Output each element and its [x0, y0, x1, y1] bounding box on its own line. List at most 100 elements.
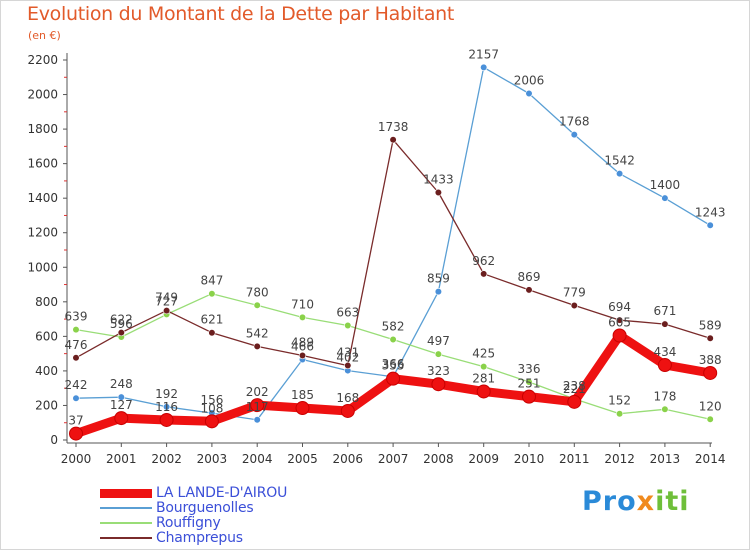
data-point-bourguenolles [253, 416, 261, 424]
data-label-rouffigny: 178 [653, 389, 676, 403]
legend-swatch-rouffigny [100, 522, 152, 524]
x-tick-label: 2012 [604, 452, 635, 466]
data-label-champrepus: 431 [336, 346, 359, 360]
data-label-rouffigny: 152 [608, 394, 631, 408]
data-label-champrepus: 1738 [378, 120, 409, 134]
data-label-la-lande-d-airou: 388 [699, 353, 722, 367]
data-label-la-lande-d-airou: 202 [246, 385, 269, 399]
data-label-la-lande-d-airou: 127 [110, 398, 133, 412]
x-tick-label: 2005 [287, 452, 318, 466]
data-label-rouffigny: 120 [699, 399, 722, 413]
data-point-champrepus [706, 334, 714, 342]
logo-part-x: x [636, 486, 656, 517]
data-point-champrepus [253, 342, 261, 350]
y-tick-label: 800 [35, 295, 58, 309]
data-point-champrepus [389, 136, 397, 144]
data-point-champrepus [480, 270, 488, 278]
y-tick-label: 1400 [27, 191, 58, 205]
data-point-bourguenolles [661, 194, 669, 202]
data-label-champrepus: 489 [291, 336, 314, 350]
legend-label-la-lande-d-airou: LA LANDE-D'AIROU [156, 485, 288, 501]
data-label-la-lande-d-airou: 434 [653, 345, 676, 359]
x-tick-label: 2002 [151, 452, 182, 466]
data-point-la-lande-d-airou [657, 358, 672, 373]
data-label-bourguenolles: 1768 [559, 115, 590, 129]
data-label-rouffigny: 596 [110, 317, 133, 331]
data-point-la-lande-d-airou [386, 371, 401, 386]
data-label-bourguenolles: 859 [427, 272, 450, 286]
data-point-champrepus [344, 361, 352, 370]
data-label-bourguenolles: 242 [65, 378, 88, 392]
data-label-bourguenolles: 2157 [468, 47, 499, 61]
data-label-bourguenolles: 402 [336, 351, 359, 365]
data-point-rouffigny [661, 405, 669, 413]
data-point-rouffigny [615, 410, 624, 418]
data-label-rouffigny: 425 [472, 347, 495, 361]
data-label-champrepus: 621 [200, 313, 223, 327]
data-point-rouffigny [344, 321, 352, 330]
data-label-rouffigny: 780 [246, 285, 269, 299]
data-label-champrepus: 671 [653, 304, 676, 318]
data-point-rouffigny [298, 313, 307, 321]
data-point-rouffigny [208, 290, 216, 298]
y-tick-label: 0 [50, 433, 58, 447]
x-tick-label: 2010 [514, 452, 545, 466]
data-point-champrepus [615, 316, 624, 324]
data-point-la-lande-d-airou [703, 365, 718, 380]
x-tick-label: 2001 [106, 452, 137, 466]
y-tick-label: 2200 [27, 53, 58, 67]
x-tick-label: 2008 [423, 452, 454, 466]
x-tick-label: 2000 [61, 452, 92, 466]
data-point-la-lande-d-airou [431, 377, 446, 392]
data-point-la-lande-d-airou [522, 389, 536, 404]
data-point-rouffigny [389, 335, 397, 344]
data-label-bourguenolles: 117 [246, 400, 269, 414]
data-point-bourguenolles [525, 89, 533, 98]
legend-swatch-la-lande-d-airou [100, 488, 152, 498]
data-label-bourguenolles: 192 [155, 387, 178, 401]
data-point-rouffigny [480, 362, 488, 371]
x-tick-label: 2003 [197, 452, 228, 466]
data-label-champrepus: 622 [110, 313, 133, 327]
chart-subtitle: (en €) [28, 29, 61, 42]
x-tick-label: 2009 [468, 452, 499, 466]
data-point-bourguenolles [434, 288, 443, 296]
legend-label-bourguenolles: Bourguenolles [156, 500, 254, 516]
data-point-champrepus [208, 329, 216, 337]
data-point-bourguenolles [615, 170, 624, 178]
data-point-bourguenolles [117, 393, 125, 401]
data-label-champrepus: 749 [155, 291, 178, 305]
data-point-bourguenolles [72, 394, 80, 402]
x-tick-label: 2007 [378, 452, 409, 466]
data-label-rouffigny: 710 [291, 297, 314, 311]
y-tick-label: 1000 [27, 260, 58, 274]
data-point-la-lande-d-airou [69, 426, 83, 441]
data-label-bourguenolles: 1542 [604, 154, 635, 168]
legend-swatch-champrepus [100, 537, 152, 539]
data-point-rouffigny [525, 378, 533, 386]
data-label-la-lande-d-airou: 323 [427, 364, 450, 378]
data-label-bourguenolles: 366 [382, 357, 405, 371]
data-label-la-lande-d-airou: 37 [68, 414, 83, 428]
data-point-champrepus [298, 351, 307, 360]
legend-label-champrepus: Champrepus [156, 530, 243, 546]
data-label-champrepus: 869 [518, 270, 541, 284]
data-point-champrepus [661, 320, 669, 328]
data-label-bourguenolles: 1243 [695, 205, 726, 219]
data-label-rouffigny: 238 [563, 379, 586, 393]
data-label-la-lande-d-airou: 221 [563, 382, 586, 396]
data-label-la-lande-d-airou: 605 [608, 316, 631, 330]
data-label-la-lande-d-airou: 355 [382, 359, 405, 373]
data-label-la-lande-d-airou: 251 [518, 377, 541, 391]
data-label-champrepus: 476 [65, 338, 88, 352]
data-label-la-lande-d-airou: 168 [336, 391, 359, 405]
data-point-bourguenolles [570, 131, 578, 139]
data-point-rouffigny [72, 326, 80, 334]
x-tick-label: 2006 [333, 452, 364, 466]
x-tick-label: 2004 [242, 452, 273, 466]
data-label-rouffigny: 336 [518, 362, 541, 376]
data-label-la-lande-d-airou: 108 [200, 401, 223, 415]
y-tick-label: 2000 [27, 88, 58, 102]
data-point-champrepus [525, 286, 533, 294]
